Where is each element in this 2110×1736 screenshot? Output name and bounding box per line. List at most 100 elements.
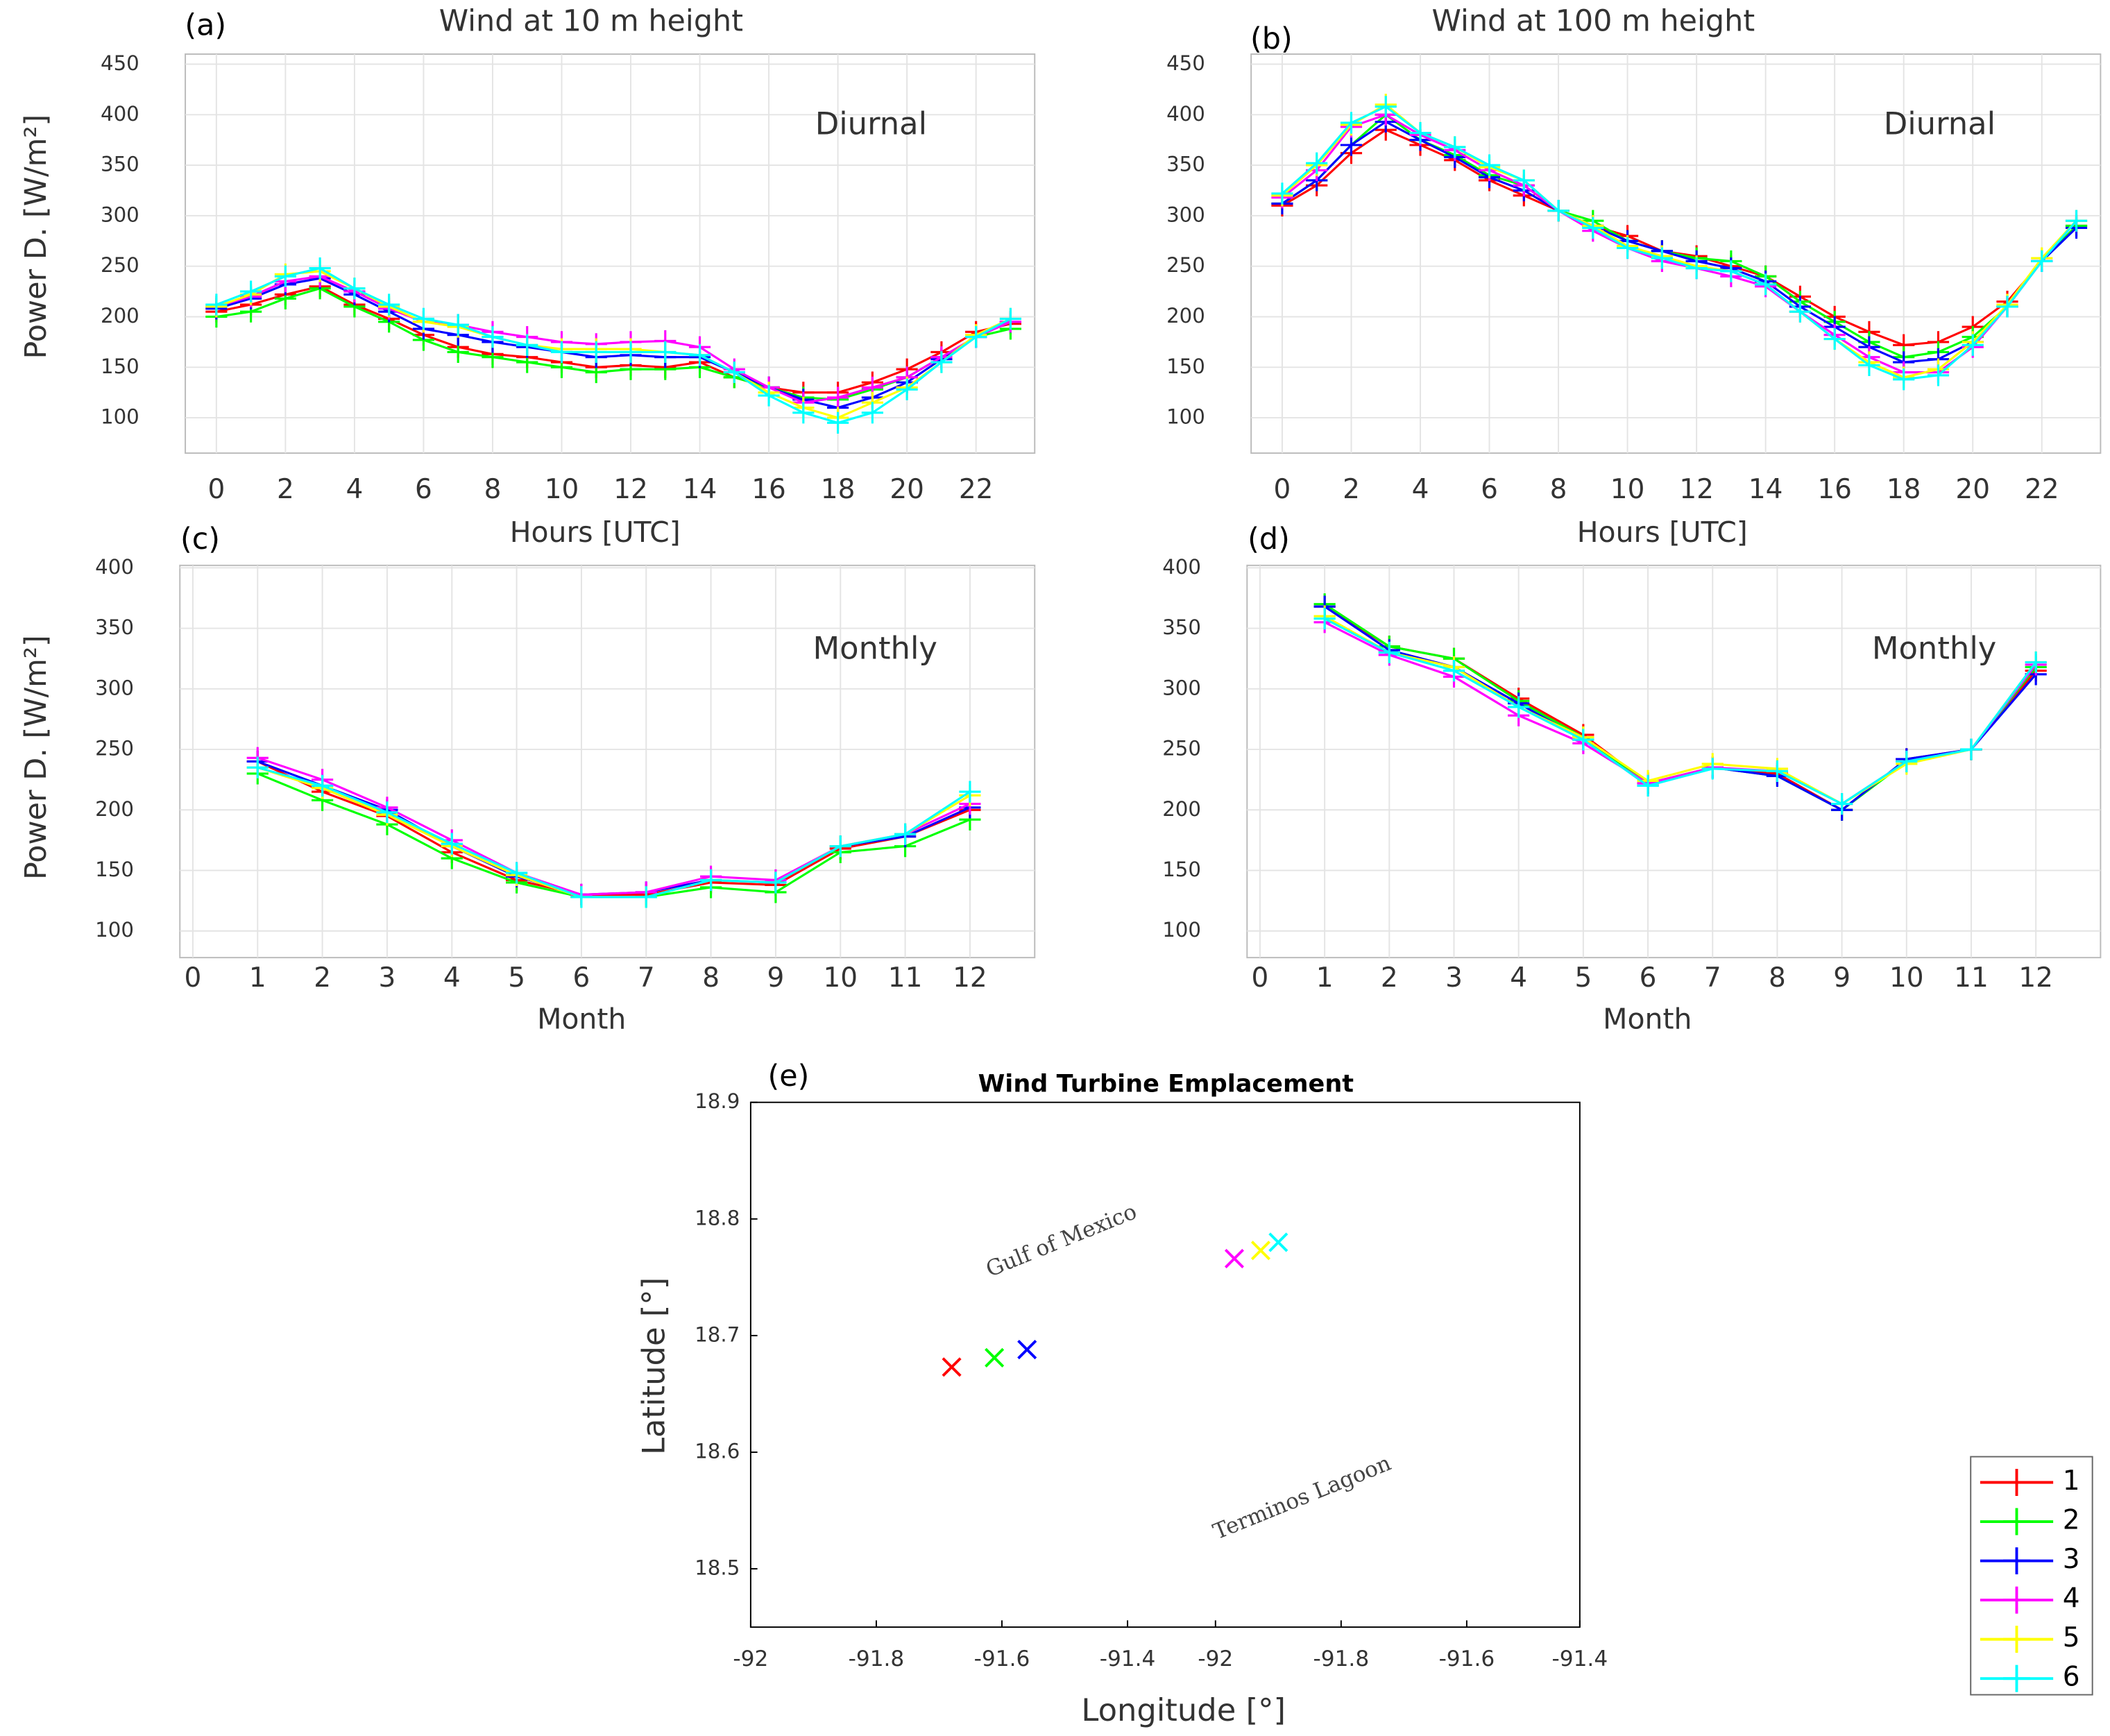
x-tick-label: 1 bbox=[249, 962, 266, 994]
point-marker bbox=[1766, 760, 1789, 783]
point-marker bbox=[1375, 96, 1397, 118]
x-tick-label: 7 bbox=[638, 962, 655, 994]
point-marker bbox=[1572, 729, 1594, 751]
x-tick-label: 3 bbox=[379, 962, 396, 994]
point-marker bbox=[1685, 257, 1708, 280]
point-marker bbox=[829, 835, 851, 858]
point-marker bbox=[309, 257, 331, 280]
point-marker bbox=[570, 886, 593, 908]
x-tick-label: 9 bbox=[767, 962, 785, 994]
x-tick-label: 12 bbox=[613, 474, 648, 505]
point-marker bbox=[1513, 169, 1535, 192]
x-tick-label: 5 bbox=[508, 962, 525, 994]
y-tick-label: 350 bbox=[1166, 153, 1205, 176]
point-marker bbox=[1789, 300, 1811, 323]
x-tick-label: 9 bbox=[1833, 962, 1850, 994]
point-marker bbox=[765, 871, 787, 894]
point-marker bbox=[506, 862, 528, 884]
x-tick-label: 8 bbox=[702, 962, 720, 994]
chart-title: Wind at 10 m height bbox=[439, 4, 743, 39]
point-marker bbox=[1755, 273, 1777, 296]
y-tick-label: 100 bbox=[1162, 918, 1201, 942]
series-line bbox=[1282, 120, 2077, 364]
x-tick-label: 6 bbox=[415, 474, 432, 505]
x-tick-label: 10 bbox=[1889, 962, 1924, 994]
y-axis-label: Latitude [°] bbox=[635, 1277, 672, 1455]
chart-title: Wind at 100 m height bbox=[1432, 4, 1755, 39]
x-tick-label: 11 bbox=[888, 962, 923, 994]
point-marker bbox=[585, 341, 607, 364]
point-marker bbox=[1306, 152, 1328, 174]
legend-swatch bbox=[2002, 1586, 2030, 1614]
x-tick-label: 8 bbox=[484, 474, 502, 505]
x-tick-label: 4 bbox=[1412, 474, 1429, 505]
y-tick-label: 18.8 bbox=[695, 1206, 740, 1229]
y-tick-label: 150 bbox=[101, 355, 139, 378]
point-marker bbox=[343, 278, 366, 300]
turbine-marker bbox=[985, 1347, 1005, 1368]
x-tick-label: 10 bbox=[545, 474, 579, 505]
point-marker bbox=[827, 411, 849, 434]
x-tick-label: -92 bbox=[733, 1646, 768, 1671]
x-tick-label: 12 bbox=[1679, 474, 1714, 505]
chart-title: Wind Turbine Emplacement bbox=[978, 1069, 1354, 1098]
point-marker bbox=[1893, 368, 1915, 391]
y-tick-label: 350 bbox=[101, 153, 139, 176]
legend-box bbox=[1970, 1456, 2093, 1696]
y-tick-label: 100 bbox=[95, 918, 134, 942]
x-tick-label: 0 bbox=[1274, 474, 1291, 505]
x-tick-label: 20 bbox=[890, 474, 924, 505]
y-tick-label: 18.6 bbox=[695, 1439, 740, 1463]
point-marker bbox=[441, 833, 463, 855]
y-axis-label: Power D. [W/m²] bbox=[19, 635, 53, 880]
y-tick-label: 200 bbox=[101, 304, 139, 327]
point-marker bbox=[723, 361, 745, 384]
x-tick-label: -91.4 bbox=[1100, 1646, 1156, 1671]
legend-swatch bbox=[2002, 1626, 2030, 1653]
point-marker bbox=[240, 280, 262, 303]
x-tick-label: 10 bbox=[1610, 474, 1645, 505]
y-axis-label: Power D. [W/m²] bbox=[19, 114, 53, 359]
point-marker bbox=[1443, 660, 1465, 682]
x-tick-label: 2 bbox=[1343, 474, 1360, 505]
y-tick-label: 400 bbox=[1166, 102, 1205, 126]
x-tick-label: -91.4 bbox=[1552, 1646, 1608, 1671]
point-marker bbox=[1508, 696, 1530, 718]
y-tick-label: 250 bbox=[1166, 253, 1205, 277]
point-marker bbox=[959, 781, 981, 803]
panel-label: (c) bbox=[180, 522, 220, 556]
x-axis-label: Longitude [°] bbox=[1081, 1692, 1286, 1728]
x-tick-label: 0 bbox=[185, 962, 202, 994]
annotation: Diurnal bbox=[1884, 105, 1996, 142]
point-marker bbox=[1720, 260, 1742, 282]
point-marker bbox=[2065, 210, 2088, 232]
point-marker bbox=[1340, 134, 1363, 156]
x-tick-label: 1 bbox=[1316, 962, 1334, 994]
plot-area bbox=[179, 564, 1036, 959]
turbine-marker bbox=[942, 1357, 962, 1377]
annotation: Monthly bbox=[1872, 630, 1997, 667]
point-marker bbox=[1962, 334, 1984, 356]
y-tick-label: 250 bbox=[101, 253, 139, 277]
y-tick-label: 250 bbox=[95, 737, 134, 760]
plot-area bbox=[185, 53, 1036, 454]
point-marker bbox=[999, 307, 1022, 330]
point-marker bbox=[1701, 758, 1724, 780]
annotation: Diurnal bbox=[815, 105, 927, 142]
y-tick-label: 300 bbox=[95, 676, 134, 699]
x-tick-label: 12 bbox=[953, 962, 987, 994]
point-marker bbox=[1858, 354, 1880, 376]
point-marker bbox=[1637, 774, 1659, 797]
point-marker bbox=[1478, 154, 1501, 176]
x-tick-label: -91.8 bbox=[1313, 1646, 1370, 1671]
y-tick-label: 18.7 bbox=[695, 1322, 740, 1346]
point-marker bbox=[1831, 792, 1853, 815]
x-tick-label: 7 bbox=[1704, 962, 1721, 994]
x-tick-label: -91.6 bbox=[974, 1646, 1030, 1671]
y-tick-label: 250 bbox=[1162, 737, 1201, 760]
x-axis-label: Month bbox=[1603, 1003, 1692, 1036]
point-marker bbox=[896, 378, 918, 400]
annotation: Monthly bbox=[812, 630, 937, 667]
legend-label: 5 bbox=[2063, 1622, 2080, 1653]
y-tick-label: 18.9 bbox=[695, 1089, 740, 1113]
